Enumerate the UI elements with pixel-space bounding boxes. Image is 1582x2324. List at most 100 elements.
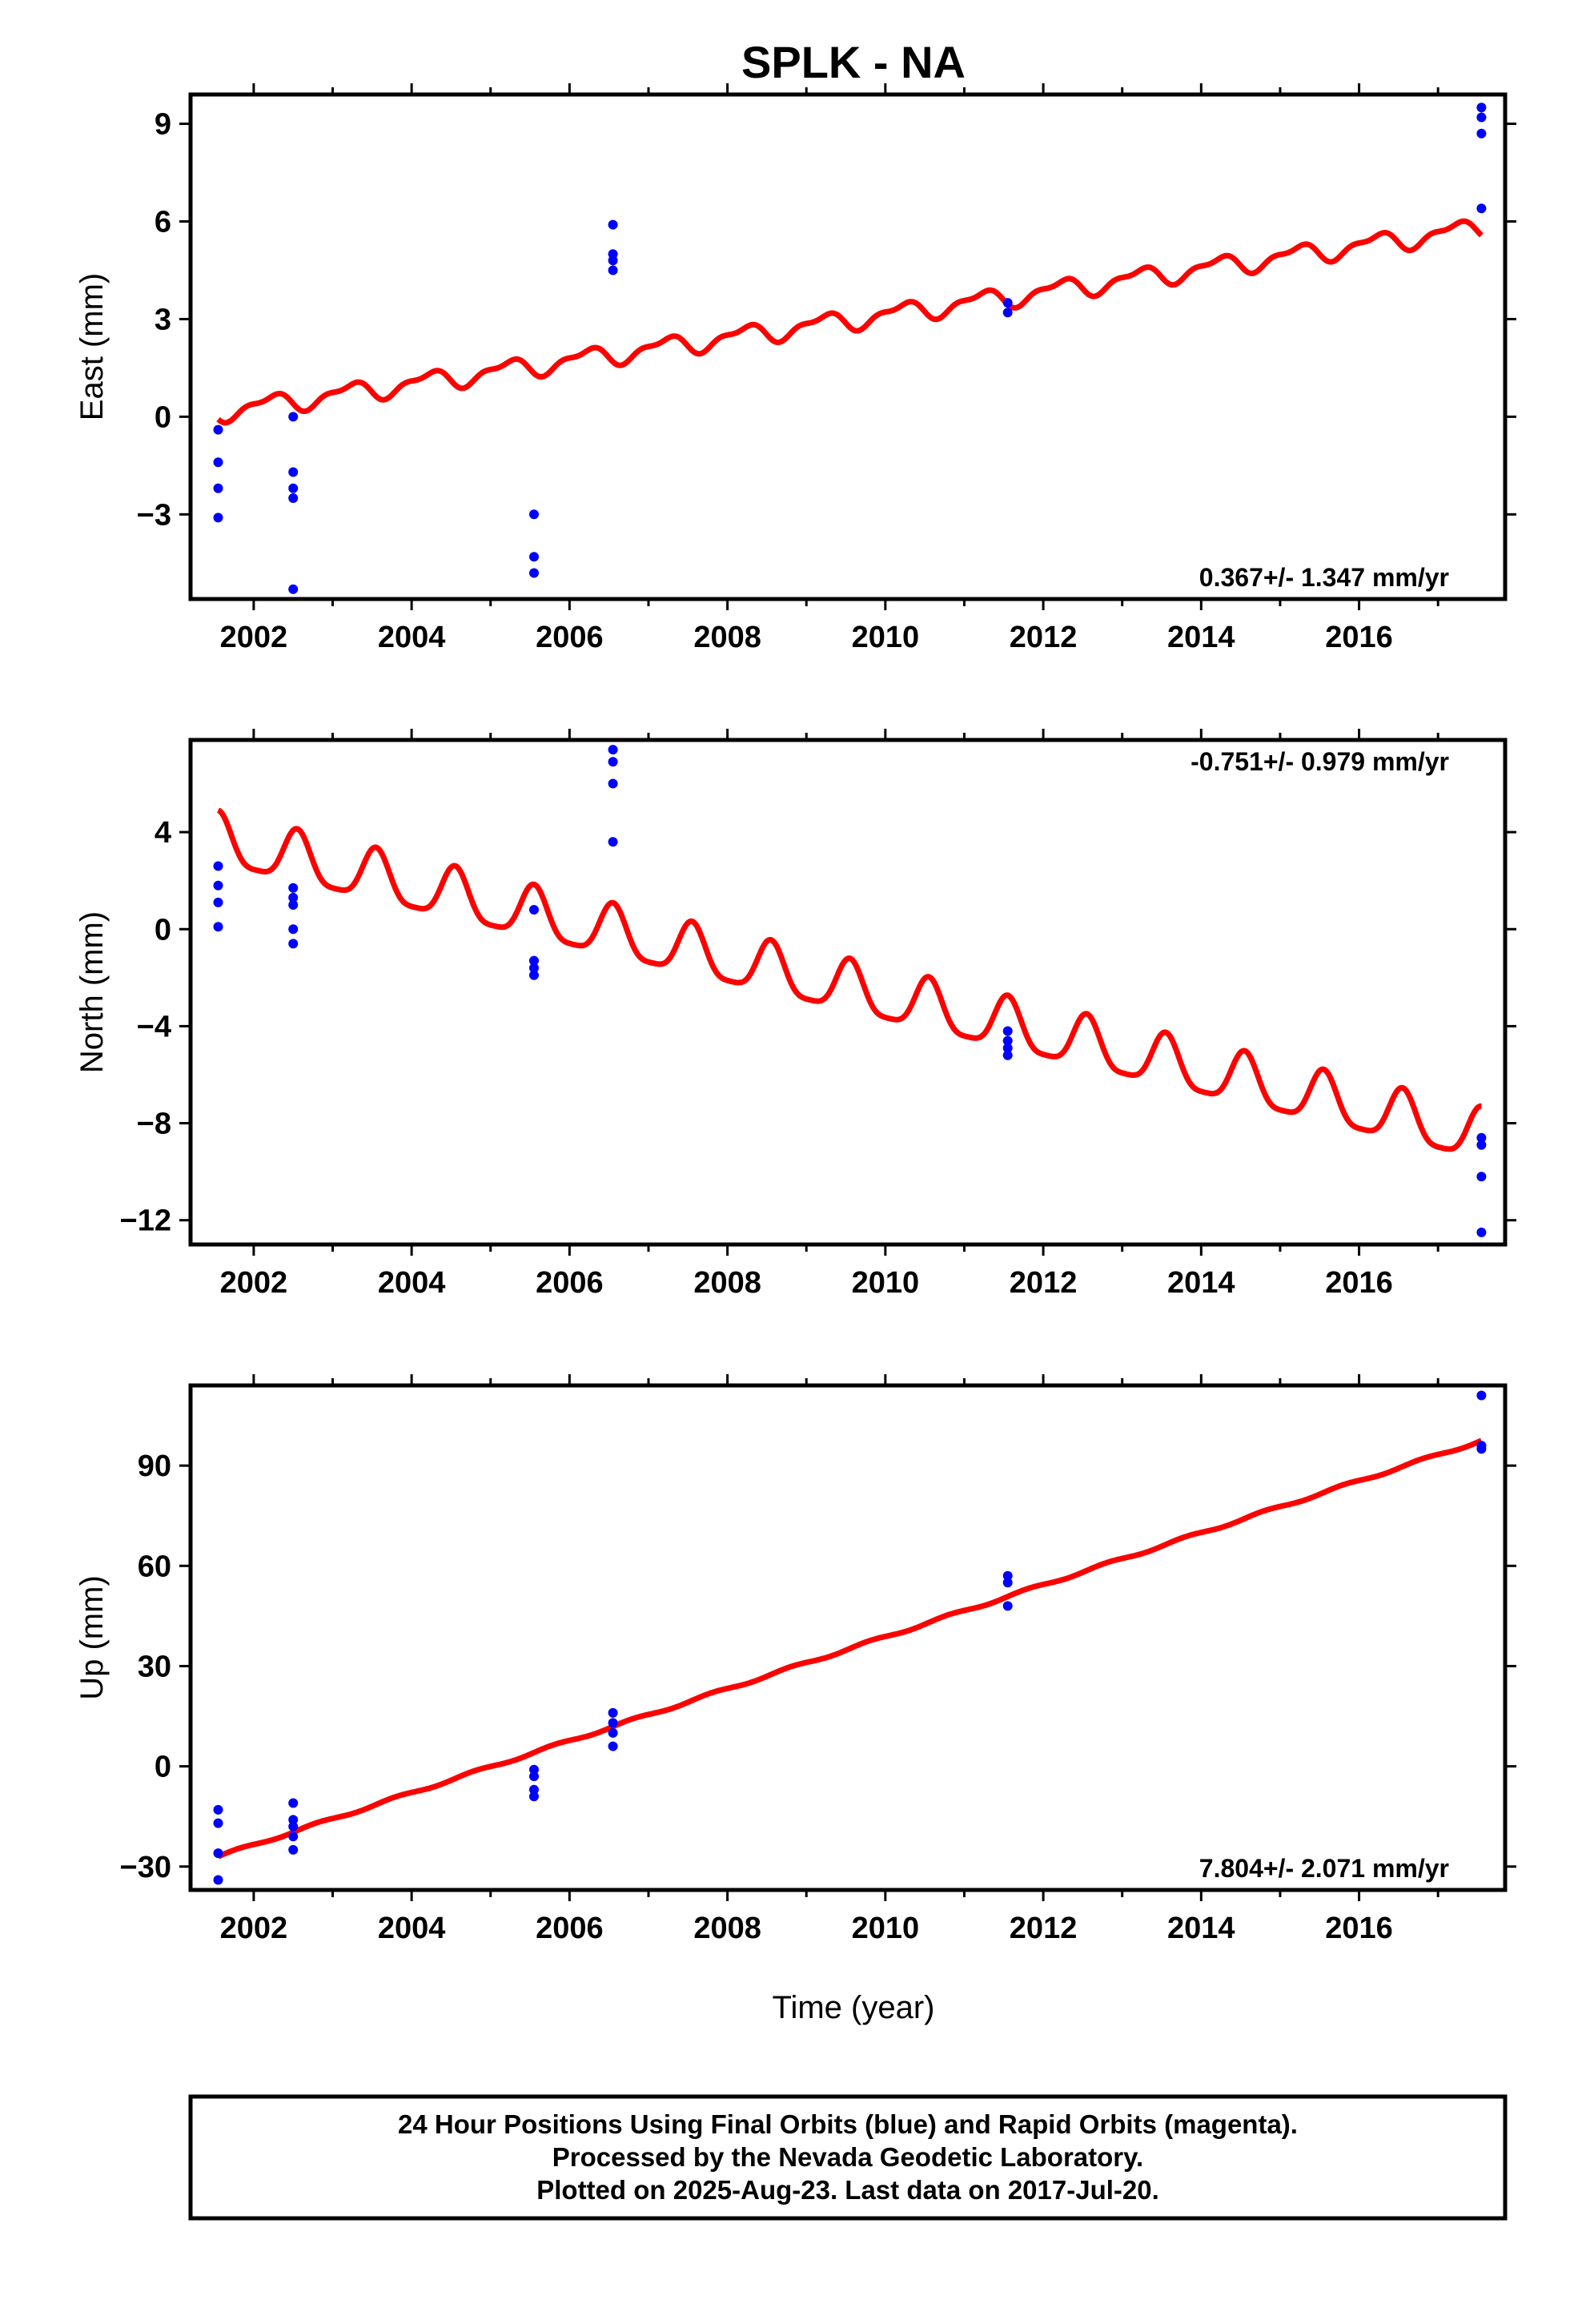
north-data-point [608,837,618,847]
east-plot-frame [188,92,1508,601]
north-data-point [529,905,539,915]
east-x-tick-label: 2004 [378,621,446,654]
footer-line-1: 24 Hour Positions Using Final Orbits (bl… [398,2109,1298,2139]
east-y-tick-label: −3 [137,498,171,532]
north-data-point [288,892,299,903]
up-x-tick-label: 2010 [852,1912,920,1945]
north-plot-frame [188,738,1508,1247]
north-data-point [288,924,299,935]
up-data-point [1476,1444,1487,1454]
east-data-point [213,424,223,435]
north-data-point [1476,1227,1487,1237]
up-data-point [213,1804,223,1815]
footer-frame [188,2094,1508,2221]
north-y-tick-label: 0 [155,913,171,947]
east-data-point [1476,103,1487,113]
east-data-point [1002,308,1013,318]
up-data-point [608,1741,618,1751]
north-data-point [608,757,618,767]
up-data-point [288,1798,299,1808]
north-x-tick-label: 2004 [378,1266,446,1300]
north-y-axis-label: North (mm) [74,911,110,1073]
east-y-axis-label: East (mm) [74,273,110,420]
north-data-point [529,955,539,966]
east-data-point [213,513,223,523]
north-x-tick-label: 2016 [1325,1266,1393,1300]
north-data-point [1002,1026,1013,1036]
east-x-tick-label: 2012 [1010,621,1078,654]
north-x-tick-label: 2008 [693,1266,761,1300]
east-data-point [1476,203,1487,214]
east-panel: 2002 2004 2006 2008 2010 2012 2014 2016 −3 0 3 6 9 Ea… [74,83,1516,654]
east-x-tick-label: 2006 [536,621,604,654]
up-data-point [1476,1390,1487,1401]
east-data-point [529,509,539,520]
up-data-point [213,1848,223,1859]
north-x-tick-label: 2002 [220,1266,288,1300]
footer-line-2: Processed by the Nevada Geodetic Laborat… [552,2142,1143,2172]
east-x-tick-label: 2002 [220,621,288,654]
up-y-tick-label: 0 [155,1751,171,1784]
up-data-point [213,1818,223,1828]
north-data-point [529,970,539,980]
up-data-point [1002,1578,1013,1588]
east-y-tick-label: 9 [155,108,171,142]
east-data-point [608,219,618,230]
north-data-point [608,778,618,789]
up-x-tick-label: 2016 [1325,1912,1393,1945]
east-data-point [288,412,299,422]
north-data-point [1002,1043,1013,1053]
up-model-line [216,1437,1484,1860]
north-data-point [1002,1050,1013,1060]
footer-line-3: Plotted on 2025-Aug-23. Last data on 201… [536,2175,1159,2205]
east-y-tick-label: 6 [155,206,171,239]
east-x-tick-label: 2010 [852,621,920,654]
footer-box: 24 Hour Positions Using Final Orbits (bl… [188,2094,1508,2221]
up-data-point [288,1831,299,1842]
x-axis-label: Time (year) [773,1990,935,2025]
up-data-point [288,1821,299,1831]
east-data-point [288,584,299,594]
north-data-point [1002,1035,1013,1046]
north-data-point [213,922,223,932]
east-x-tick-label: 2014 [1167,621,1235,654]
north-x-tick-label: 2012 [1010,1266,1078,1300]
east-y-tick-label: 3 [155,303,171,336]
east-model-line [216,218,1484,426]
up-x-tick-label: 2004 [378,1912,446,1945]
north-data-point [288,900,299,910]
up-data-point [529,1771,539,1782]
up-y-tick-label: 30 [138,1650,171,1683]
up-y-tick-label: −30 [120,1851,171,1884]
north-x-tick-label: 2006 [536,1266,604,1300]
north-rate-label: -0.751+/- 0.979 mm/yr [1191,747,1449,776]
north-data-point [529,963,539,973]
east-x-tick-label: 2016 [1325,621,1393,654]
north-data-point [608,745,618,755]
up-rate-label: 7.804+/- 2.071 mm/yr [1199,1854,1449,1883]
up-data-point [288,1844,299,1855]
north-y-tick-label: −8 [137,1108,171,1141]
east-data-point [529,568,539,578]
north-data-point [213,861,223,871]
north-x-tick-label: 2010 [852,1266,920,1300]
up-data-point [608,1718,618,1728]
north-data-point [213,897,223,907]
east-data-point [288,467,299,477]
east-data-point [529,552,539,562]
north-data-point [288,939,299,949]
east-data-point [608,255,618,266]
up-x-tick-label: 2002 [220,1912,288,1945]
east-data-point [1002,298,1013,308]
north-data-point [213,880,223,891]
up-x-tick-label: 2012 [1010,1912,1078,1945]
up-plot-frame [188,1383,1508,1892]
up-data-point [288,1815,299,1825]
east-data-point [1476,128,1487,139]
east-rate-label: 0.367+/- 1.347 mm/yr [1199,563,1449,592]
up-data-point [213,1875,223,1885]
north-y-tick-label: −4 [137,1010,171,1043]
east-data-point [608,265,618,275]
